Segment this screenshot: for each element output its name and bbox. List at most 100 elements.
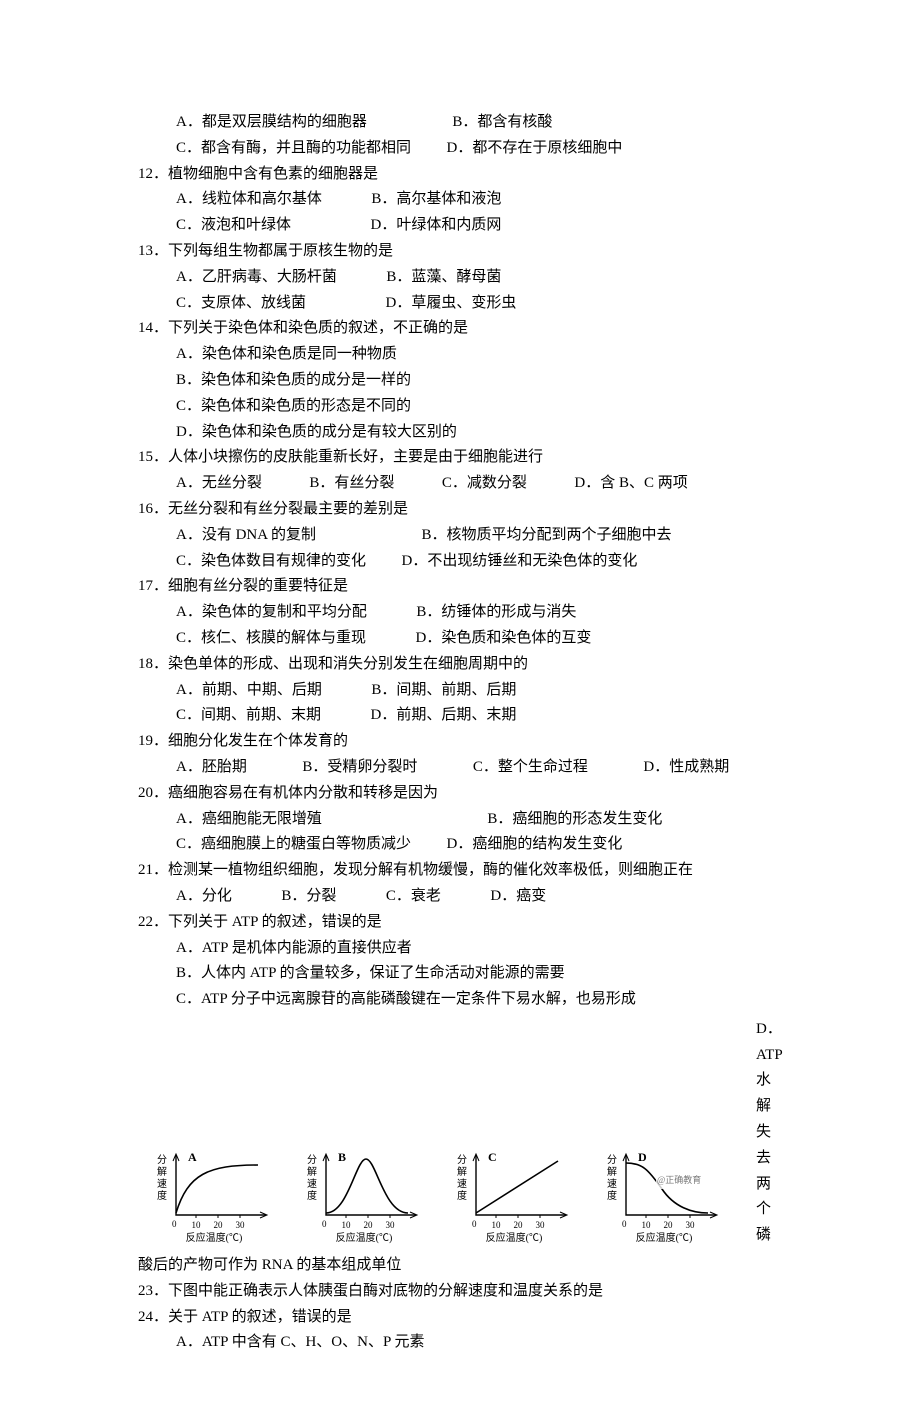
q11-option-d: D．都不存在于原核细胞中 [447, 140, 623, 156]
svg-text:速: 速 [457, 1178, 467, 1190]
svg-text:D: D [638, 1150, 647, 1164]
q15-stem: 15．人体小块擦伤的皮肤能重新长好，主要是由于细胞能进行 [138, 445, 782, 471]
q20-option-d: D．癌细胞的结构发生变化 [447, 836, 623, 852]
q24-stem: 24．关于 ATP 的叙述，错误的是 [138, 1305, 782, 1331]
q17-stem: 17．细胞有丝分裂的重要特征是 [138, 574, 782, 600]
q13-option-d: D．草履虫、变形虫 [386, 295, 517, 311]
q21-option-d: D．癌变 [490, 888, 546, 904]
svg-text:10: 10 [642, 1220, 652, 1230]
q14-option-a: A．染色体和染色质是同一种物质 [138, 342, 782, 368]
q16-option-d: D．不出现纺锤丝和无染色体的变化 [402, 553, 638, 569]
svg-text:度: 度 [157, 1189, 167, 1202]
q18-stem: 18．染色单体的形成、出现和消失分别发生在细胞周期中的 [138, 652, 782, 678]
svg-text:分: 分 [307, 1154, 317, 1166]
svg-text:10: 10 [492, 1220, 502, 1230]
q19-option-a: A．胚胎期 [176, 759, 247, 775]
svg-text:20: 20 [214, 1220, 224, 1230]
watermark-text: @正确教育 [656, 1173, 702, 1188]
q17-row2: C．核仁、核膜的解体与重现 D．染色质和染色体的互变 [138, 626, 782, 652]
svg-text:0: 0 [472, 1219, 477, 1229]
chart-c: 分解速度1020300反应温度(℃)C [448, 1149, 580, 1249]
q12-row1: A．线粒体和高尔基体 B．高尔基体和液泡 [138, 187, 782, 213]
q17-row1: A．染色体的复制和平均分配 B．纺锤体的形成与消失 [138, 600, 782, 626]
q16-option-c: C．染色体数目有规律的变化 [176, 553, 366, 569]
svg-text:A: A [188, 1150, 197, 1164]
q13-option-c: C．支原体、放线菌 [176, 295, 306, 311]
q21-row: A．分化 B．分裂 C．衰老 D．癌变 [138, 884, 782, 910]
q18-option-b: B．间期、前期、后期 [371, 682, 516, 698]
q16-row1: A．没有 DNA 的复制 B．核物质平均分配到两个子细胞中去 [138, 523, 782, 549]
svg-text:20: 20 [514, 1220, 524, 1230]
chart-d: 分解速度1020300反应温度(℃)D @正确教育 [598, 1149, 730, 1249]
q17-option-c: C．核仁、核膜的解体与重现 [176, 630, 366, 646]
q22-option-b: B．人体内 ATP 的含量较多，保证了生命活动对能源的需要 [138, 961, 782, 987]
svg-text:度: 度 [457, 1189, 467, 1202]
svg-text:20: 20 [664, 1220, 674, 1230]
svg-text:反应温度(℃): 反应温度(℃) [186, 1231, 243, 1244]
q11-option-b: B．都含有核酸 [452, 114, 552, 130]
svg-text:速: 速 [307, 1178, 317, 1190]
q12-row2: C．液泡和叶绿体 D．叶绿体和内质网 [138, 213, 782, 239]
q19-row: A．胚胎期 B．受精卵分裂时 C．整个生命过程 D．性成熟期 [138, 755, 782, 781]
svg-text:0: 0 [622, 1219, 627, 1229]
q11-options-row2: C．都含有酶，并且酶的功能都相同 D．都不存在于原核细胞中 [138, 136, 782, 162]
q21-option-c: C．衰老 [386, 888, 441, 904]
chart-a: 分解速度1020300反应温度(℃)A [148, 1149, 280, 1249]
q19-option-d: D．性成熟期 [643, 759, 729, 775]
svg-text:10: 10 [342, 1220, 352, 1230]
svg-text:30: 30 [236, 1220, 246, 1230]
q20-row2: C．癌细胞膜上的糖蛋白等物质减少 D．癌细胞的结构发生变化 [138, 832, 782, 858]
q24-option-a: A．ATP 中含有 C、H、O、N、P 元素 [138, 1330, 782, 1356]
q12-stem: 12．植物细胞中含有色素的细胞器是 [138, 162, 782, 188]
svg-text:分: 分 [457, 1154, 467, 1166]
svg-text:分: 分 [607, 1154, 617, 1166]
q16-option-a: A．没有 DNA 的复制 [176, 527, 316, 543]
q15-option-c: C．减数分裂 [442, 475, 527, 491]
q14-option-b: B．染色体和染色质的成分是一样的 [138, 368, 782, 394]
svg-text:30: 30 [386, 1220, 396, 1230]
q18-row1: A．前期、中期、后期 B．间期、前期、后期 [138, 678, 782, 704]
q15-option-d: D．含 B、C 两项 [574, 475, 687, 491]
q15-option-a: A．无丝分裂 [176, 475, 262, 491]
svg-text:C: C [488, 1150, 497, 1164]
q19-stem: 19．细胞分化发生在个体发育的 [138, 729, 782, 755]
svg-text:解: 解 [157, 1165, 167, 1178]
svg-text:0: 0 [322, 1219, 327, 1229]
q15-option-b: B．有丝分裂 [309, 475, 394, 491]
q13-row1: A．乙肝病毒、大肠杆菌 B．蓝藻、酵母菌 [138, 265, 782, 291]
q17-option-d: D．染色质和染色体的互变 [416, 630, 592, 646]
q21-option-a: A．分化 [176, 888, 232, 904]
q12-option-a: A．线粒体和高尔基体 [176, 191, 322, 207]
q18-row2: C．间期、前期、末期 D．前期、后期、末期 [138, 703, 782, 729]
svg-text:解: 解 [307, 1165, 317, 1178]
svg-text:10: 10 [192, 1220, 202, 1230]
svg-text:B: B [338, 1150, 346, 1164]
svg-text:解: 解 [607, 1165, 617, 1178]
q16-stem: 16．无丝分裂和有丝分裂最主要的差别是 [138, 497, 782, 523]
q18-option-c: C．间期、前期、末期 [176, 707, 321, 723]
q17-option-b: B．纺锤体的形成与消失 [416, 604, 576, 620]
q20-option-b: B．癌细胞的形态发生变化 [487, 811, 662, 827]
q20-option-c: C．癌细胞膜上的糖蛋白等物质减少 [176, 836, 411, 852]
q19-option-c: C．整个生命过程 [473, 759, 588, 775]
q19-option-b: B．受精卵分裂时 [302, 759, 417, 775]
q13-option-a: A．乙肝病毒、大肠杆菌 [176, 269, 337, 285]
q21-stem: 21．检测某一植物组织细胞，发现分解有机物缓慢，酶的催化效率极低，则细胞正在 [138, 858, 782, 884]
svg-text:30: 30 [536, 1220, 546, 1230]
q22-tail: 酸后的产物可作为 RNA 的基本组成单位 [138, 1253, 782, 1279]
q20-row1: A．癌细胞能无限增殖 B．癌细胞的形态发生变化 [138, 807, 782, 833]
q12-option-b: B．高尔基体和液泡 [371, 191, 501, 207]
document-page: A．都是双层膜结构的细胞器 B．都含有核酸 C．都含有酶，并且酶的功能都相同 D… [0, 0, 920, 1416]
q15-row: A．无丝分裂 B．有丝分裂 C．减数分裂 D．含 B、C 两项 [138, 471, 782, 497]
q13-stem: 13．下列每组生物都属于原核生物的是 [138, 239, 782, 265]
svg-text:分: 分 [157, 1154, 167, 1166]
q12-option-c: C．液泡和叶绿体 [176, 217, 291, 233]
svg-text:速: 速 [157, 1178, 167, 1190]
svg-text:反应温度(℃): 反应温度(℃) [336, 1231, 393, 1244]
q17-option-a: A．染色体的复制和平均分配 [176, 604, 367, 620]
svg-text:解: 解 [457, 1165, 467, 1178]
q13-row2: C．支原体、放线菌 D．草履虫、变形虫 [138, 291, 782, 317]
q14-option-d: D．染色体和染色质的成分是有较大区别的 [138, 420, 782, 446]
q20-option-a: A．癌细胞能无限增殖 [176, 811, 322, 827]
chart-row: 分解速度1020300反应温度(℃)A 分解速度1020300反应温度(℃)B … [148, 1017, 782, 1249]
